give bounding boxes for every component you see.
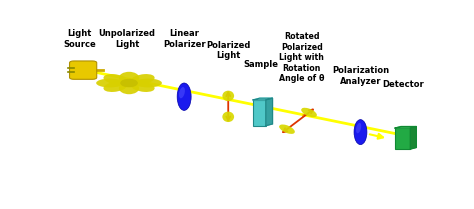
Ellipse shape (103, 74, 128, 85)
FancyBboxPatch shape (253, 100, 266, 126)
Ellipse shape (222, 112, 234, 122)
Ellipse shape (354, 120, 367, 145)
Text: Polarized
Light: Polarized Light (206, 41, 250, 60)
Text: Rotated
Polarized
Light with
Rotation
Angle of θ: Rotated Polarized Light with Rotation An… (279, 32, 324, 83)
Ellipse shape (179, 87, 185, 98)
Ellipse shape (279, 125, 295, 134)
FancyBboxPatch shape (70, 61, 97, 79)
Ellipse shape (130, 74, 155, 85)
Ellipse shape (356, 123, 361, 133)
Ellipse shape (222, 91, 234, 101)
Text: Polarization
Analyzer: Polarization Analyzer (332, 66, 389, 86)
Ellipse shape (103, 81, 128, 92)
Polygon shape (410, 126, 416, 149)
FancyBboxPatch shape (395, 128, 410, 149)
Ellipse shape (134, 79, 162, 87)
Ellipse shape (177, 83, 191, 110)
Text: Unpolarized
Light: Unpolarized Light (99, 29, 156, 49)
Text: Light
Source: Light Source (63, 29, 96, 49)
Polygon shape (395, 126, 416, 128)
Text: Detector: Detector (382, 80, 424, 89)
Ellipse shape (301, 108, 317, 117)
Polygon shape (253, 98, 273, 100)
Ellipse shape (119, 72, 139, 84)
Ellipse shape (119, 82, 139, 94)
Ellipse shape (130, 81, 155, 92)
Ellipse shape (96, 79, 124, 87)
Text: a: a (301, 113, 305, 118)
Circle shape (121, 79, 137, 87)
Text: Linear
Polarizer: Linear Polarizer (163, 29, 205, 49)
Text: Sample: Sample (243, 60, 278, 69)
Polygon shape (266, 98, 273, 126)
